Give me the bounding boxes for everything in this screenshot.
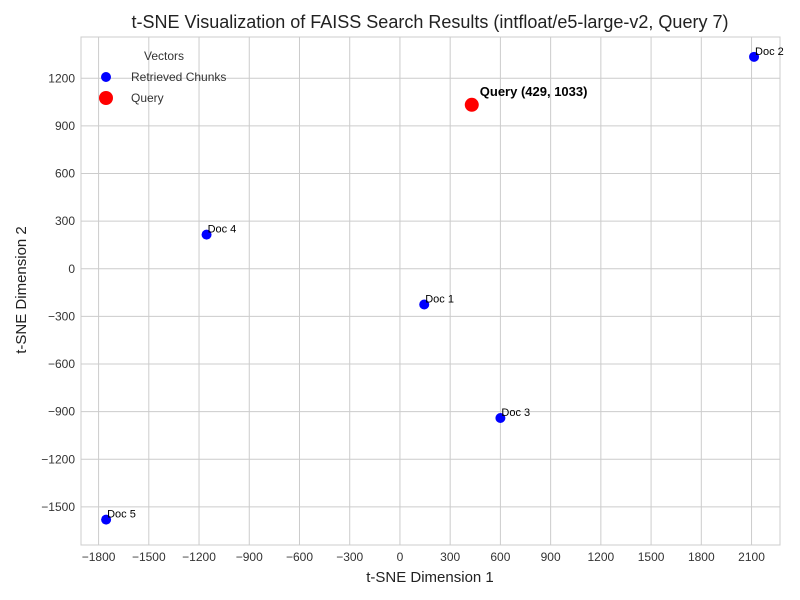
query-point-label: Query (429, 1033) [480,84,588,99]
query-point [464,97,479,112]
y-tick-label: −1200 [41,452,75,466]
retrieved-chunk-point [101,514,112,525]
y-tick-label: 900 [55,119,75,133]
x-tick-label: 1200 [588,550,615,564]
chart-title: t-SNE Visualization of FAISS Search Resu… [132,12,729,32]
retrieved-chunk-label: Doc 4 [208,224,237,236]
retrieved-chunk-point [419,299,430,310]
legend-title: Vectors [144,49,184,63]
x-tick-label: −600 [286,550,313,564]
y-tick-label: 0 [68,262,75,276]
x-tick-label: 1800 [688,550,715,564]
x-tick-label: 600 [490,550,510,564]
x-tick-label: −900 [236,550,263,564]
retrieved-chunk-label: Doc 5 [107,509,136,521]
y-tick-label: −900 [48,405,75,419]
x-tick-label: −1200 [182,550,216,564]
retrieved-chunk-point [201,229,212,240]
x-tick-label: 0 [397,550,404,564]
x-tick-label: −1500 [132,550,166,564]
legend-marker-query [99,91,113,105]
data-points: Doc 1 Doc 2 Doc 3 Doc 4 Doc 5 Query (429, 103… [101,46,784,525]
legend-label-query: Query [131,91,164,105]
x-axis-ticks: −1800 −1500 −1200 −900 −600 −300 0 300 600 900 120… [82,550,765,564]
x-tick-label: 2100 [738,550,765,564]
x-tick-label: −1800 [82,550,116,564]
x-tick-label: −300 [336,550,363,564]
y-tick-label: −1500 [41,500,75,514]
plot-area-frame [80,36,781,546]
retrieved-chunk-point [749,51,760,62]
retrieved-chunk-label: Doc 1 [425,293,454,305]
legend: Vectors Retrieved Chunks Query [99,49,226,105]
retrieved-chunk-label: Doc 2 [755,46,784,58]
y-tick-label: 1200 [48,71,75,85]
y-axis-ticks: −1500 −1200 −900 −600 −300 0 300 600 900 1200 [41,71,75,514]
retrieved-chunk-label: Doc 3 [501,407,530,419]
legend-marker-retrieved-chunks [101,72,111,82]
x-axis-label: t-SNE Dimension 1 [366,569,494,586]
y-axis-label: t-SNE Dimension 2 [13,226,30,354]
legend-label-retrieved-chunks: Retrieved Chunks [131,70,226,84]
retrieved-chunk-point [495,413,506,423]
x-tick-label: 900 [541,550,561,564]
x-tick-label: 300 [440,550,460,564]
grid-lines [81,37,780,545]
y-tick-label: 600 [55,167,75,181]
y-tick-label: −300 [48,309,75,323]
y-tick-label: 300 [55,214,75,228]
x-tick-label: 1500 [638,550,665,564]
y-tick-label: −600 [48,357,75,371]
